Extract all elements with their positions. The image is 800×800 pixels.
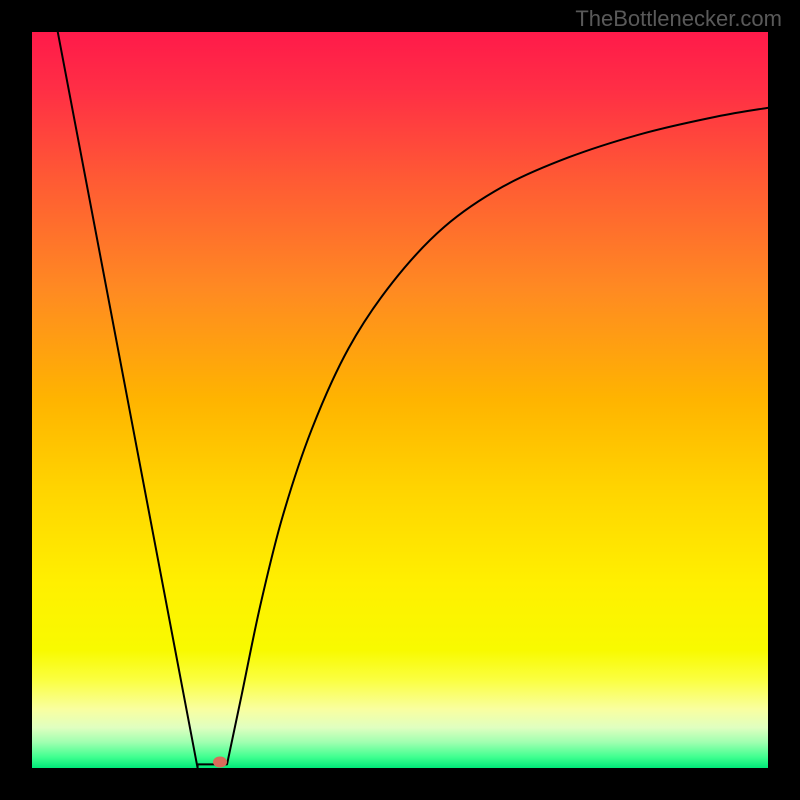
watermark-text: TheBottlenecker.com <box>575 6 782 32</box>
curve-layer <box>32 32 768 768</box>
chart-container: TheBottlenecker.com <box>0 0 800 800</box>
plot-area <box>32 32 768 768</box>
bottleneck-curve <box>58 32 768 768</box>
optimal-point-marker <box>213 757 227 768</box>
